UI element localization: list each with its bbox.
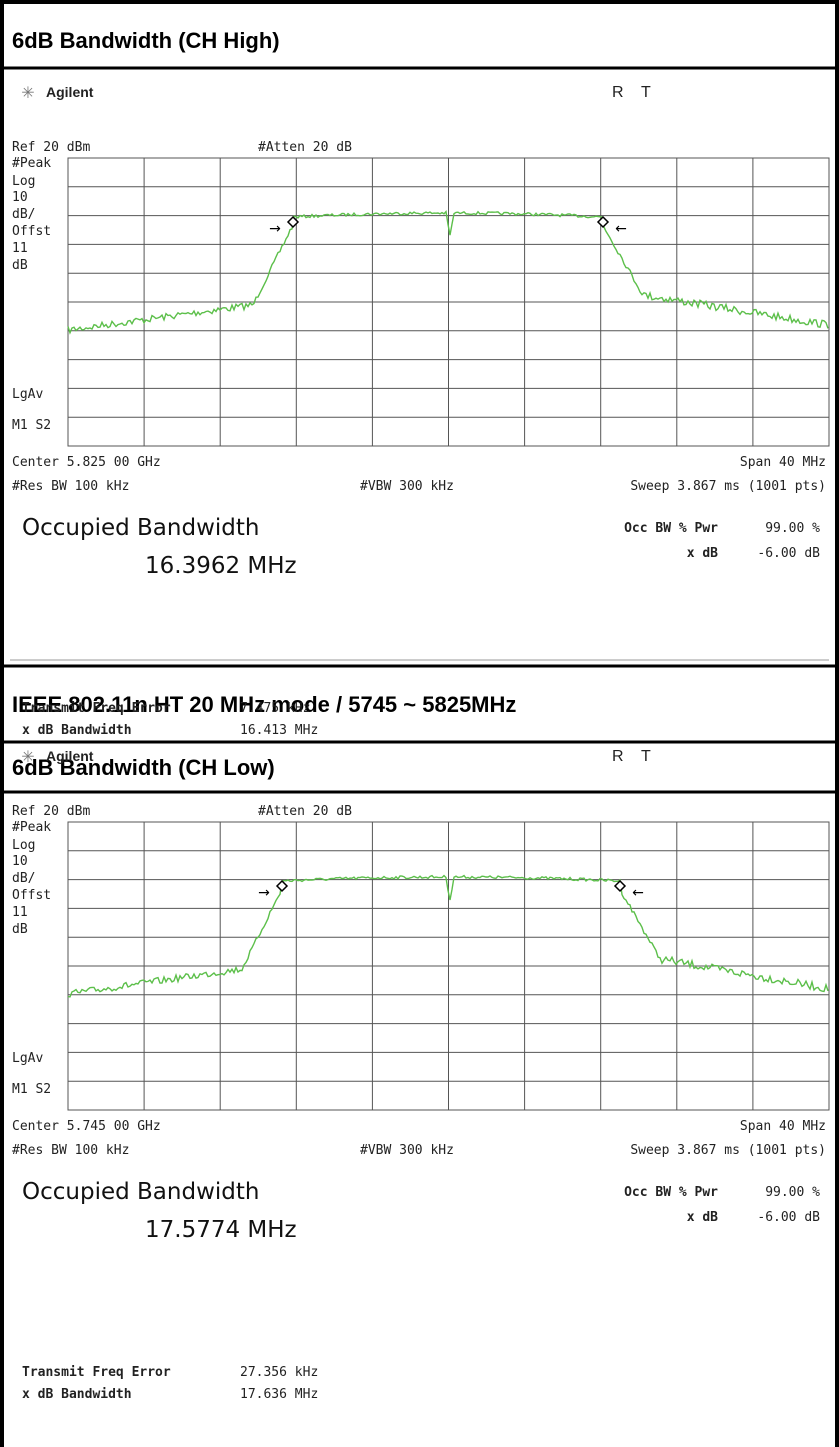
res-bw: #Res BW 100 kHz [12,1143,129,1158]
xbw: 16.413 MHz [240,723,318,738]
logo-icon: ✳ [21,83,34,102]
marker-arrow: ← [632,885,644,901]
attenuation: #Atten 20 dB [258,140,352,155]
tfe-label: Transmit Freq Error [22,1365,171,1380]
sweep: Sweep 3.867 ms (1001 pts) [630,1143,826,1158]
marker-arrow: → [269,221,281,237]
section-title: 6dB Bandwidth (CH Low) [12,755,275,780]
tfe: 7.475 kHz [240,701,310,716]
side-label: dB/ [12,871,35,886]
side-label: M1 S2 [12,1082,51,1097]
section-title: 6dB Bandwidth (CH High) [12,28,280,53]
center-freq: Center 5.825 00 GHz [12,455,161,470]
marker-diamond [275,879,289,893]
occ-title: Occupied Bandwidth [22,515,259,541]
occ-pwr: 99.00 % [765,1185,820,1200]
ref-level: Ref 20 dBm [12,140,90,155]
center-freq: Center 5.745 00 GHz [12,1119,161,1134]
side-label: dB [12,258,28,273]
status: T [641,748,651,765]
side-label: 11 [12,241,28,256]
occ-value: 17.5774 MHz [145,1217,297,1243]
xdb: -6.00 dB [757,1210,820,1225]
brand: Agilent [46,84,94,100]
xbw-label: x dB Bandwidth [22,723,132,738]
side-label: LgAv [12,387,43,402]
brand: Agilent [46,748,94,764]
status: R [612,748,624,765]
marker-arrow: → [258,885,270,901]
side-label: 10 [12,854,28,869]
res-bw: #Res BW 100 kHz [12,479,129,494]
logo-icon: ✳ [21,747,34,766]
side-label: Offst [12,888,51,903]
marker-diamond [596,215,610,229]
xdb: -6.00 dB [757,546,820,561]
tfe-label: Transmit Freq Error [22,701,171,716]
side-label: #Peak [12,156,51,171]
xdb-label: x dB [687,546,718,561]
marker-arrow: ← [615,221,627,237]
side-label: Offst [12,224,51,239]
status: T [641,84,651,101]
side-label: 10 [12,190,28,205]
ref-level: Ref 20 dBm [12,804,90,819]
span: Span 40 MHz [740,1119,826,1134]
xbw: 17.636 MHz [240,1387,318,1402]
occ-pwr-label: Occ BW % Pwr [624,1185,718,1200]
status: R [612,84,624,101]
vbw: #VBW 300 kHz [360,1143,454,1158]
tfe: 27.356 kHz [240,1365,318,1380]
attenuation: #Atten 20 dB [258,804,352,819]
side-label: Log [12,174,35,189]
occ-pwr: 99.00 % [765,521,820,536]
occ-value: 16.3962 MHz [145,553,297,579]
xbw-label: x dB Bandwidth [22,1387,132,1402]
side-label: M1 S2 [12,418,51,433]
vbw: #VBW 300 kHz [360,479,454,494]
span: Span 40 MHz [740,455,826,470]
side-label: dB/ [12,207,35,222]
section-heading: IEEE 802.11n HT 20 MHz mode / 5745 ~ 582… [12,692,516,717]
trace [67,210,829,335]
marker-diamond [613,879,627,893]
xdb-label: x dB [687,1210,718,1225]
side-label: LgAv [12,1051,43,1066]
side-label: 11 [12,905,28,920]
occ-title: Occupied Bandwidth [22,1179,259,1205]
side-label: dB [12,922,28,937]
marker-diamond [286,215,300,229]
trace [67,874,829,998]
occ-pwr-label: Occ BW % Pwr [624,521,718,536]
side-label: #Peak [12,820,51,835]
sweep: Sweep 3.867 ms (1001 pts) [630,479,826,494]
side-label: Log [12,838,35,853]
